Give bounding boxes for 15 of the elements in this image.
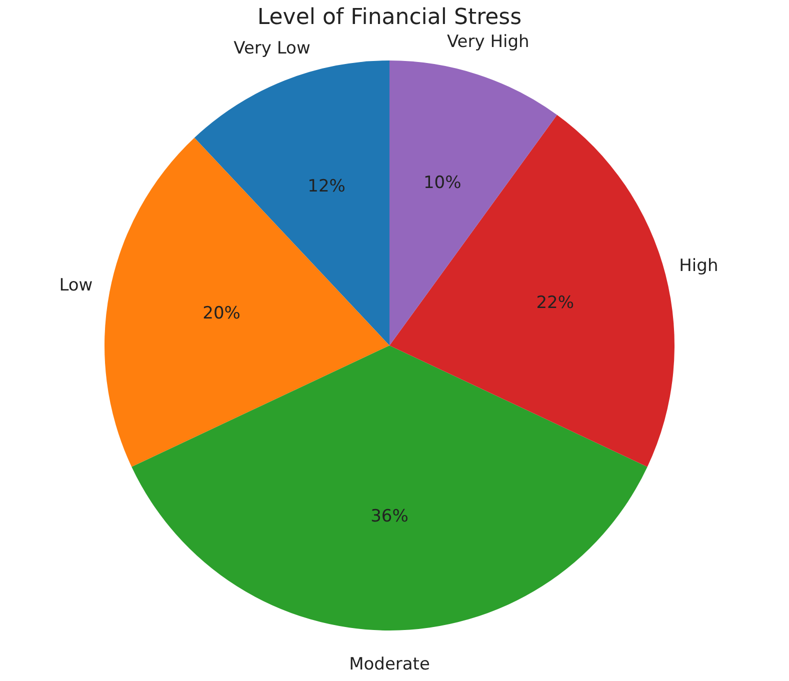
slice-label: Moderate: [349, 654, 430, 675]
data-label: 10%: [423, 172, 462, 193]
pie-slice: [105, 138, 390, 467]
data-label: 22%: [536, 292, 574, 313]
slice-label: Very High: [446, 32, 530, 52]
slice-label: High: [679, 256, 718, 276]
pie-slice: [390, 114, 674, 467]
slice-label: Low: [59, 276, 93, 296]
chart-title: Level of Financial Stress: [257, 4, 522, 30]
pie-slice: [132, 346, 648, 630]
data-label: 12%: [308, 176, 346, 197]
data-label: 36%: [370, 506, 408, 526]
data-label: 20%: [202, 303, 240, 324]
pie-slice: [194, 60, 390, 346]
slice-label: Very Low: [234, 38, 310, 59]
